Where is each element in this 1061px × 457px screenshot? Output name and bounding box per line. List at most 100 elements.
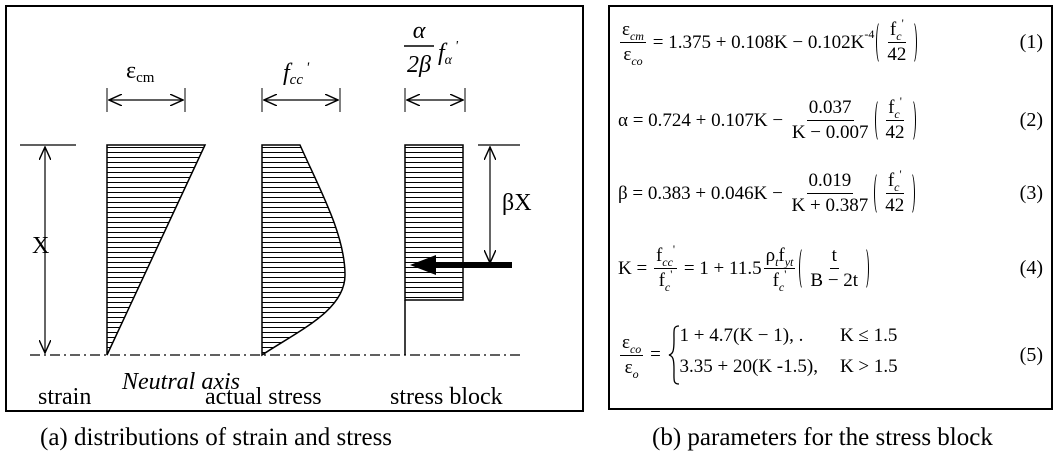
equation-box: ε cm ε co = 1.375 + 0.108K − 0.102K -4 f c ' 42(… (608, 5, 1053, 410)
numerator: t (829, 245, 839, 269)
subscript: c (896, 29, 902, 43)
equation: β = 0.383 + 0.046K − 0.019 K + 0.387 f c ' 42… (618, 167, 1043, 217)
depth-label: X (32, 233, 49, 259)
math-text: β = 0.383 + 0.046K − (618, 182, 788, 204)
column-label: strain (38, 384, 91, 410)
denominator: K − 0.007 (790, 121, 871, 144)
math-text: 0.037 (808, 97, 852, 118)
subscript: co (629, 341, 642, 356)
equation-body: ε cm ε co = 1.375 + 0.108K − 0.102K -4 f c ' 42 (618, 16, 1001, 68)
math-text: ρ (765, 245, 776, 266)
math-text: K − 0.007 (791, 122, 869, 143)
subscript: c (894, 180, 900, 194)
fraction: f cc ' f c ' (653, 242, 678, 294)
brace (668, 325, 680, 385)
math-text: K = (618, 257, 652, 279)
equation-body: ε co ε o = 1 + 4.7(K − 1), . K ≤ 1.5 3.35 + 2… (618, 325, 1001, 385)
numerator: 0.019 (806, 170, 854, 194)
equation-number: (5) (1019, 343, 1043, 366)
numerator: ρ t f yt (763, 245, 796, 269)
subscript: c (778, 280, 785, 294)
numerator: f c ' (886, 94, 904, 121)
math-text: = (645, 344, 666, 365)
equation-number: (3) (1019, 182, 1043, 204)
math-text: f (658, 270, 665, 291)
denominator: f c ' (657, 267, 675, 294)
math-text: f (889, 19, 897, 40)
subscript: t (775, 255, 779, 269)
superscript: ' (899, 94, 902, 108)
block-num: α (413, 18, 426, 44)
equation: ε co ε o = 1 + 4.7(K − 1), . K ≤ 1.5 3.35 + 2… (618, 325, 1043, 385)
math-text: ε (624, 356, 633, 378)
fraction: ρ t f yt f c ' (763, 245, 796, 294)
superscript: ' (784, 267, 787, 281)
fraction: f c ' 42 (885, 16, 908, 66)
subscript: o (632, 366, 639, 381)
subscript: cm (629, 29, 644, 43)
equation: α = 0.724 + 0.107K − 0.037 K − 0.007 f c ' 42… (618, 94, 1043, 144)
case-cell: K > 1.5 (840, 356, 898, 385)
caption: (b) parameters for the stress block (652, 424, 993, 451)
math-text: f (655, 245, 663, 266)
column-label: actual stress (205, 384, 322, 410)
equation-body: K = f cc ' f c ' = 1 + 11.5 ρ t f yt f c ' t B − 2t (618, 242, 1001, 294)
column-label: stress block (390, 384, 503, 410)
frame (5, 5, 584, 412)
math-text: = 1.375 + 0.108K − 0.102K (647, 31, 865, 53)
fraction: ε co ε o (620, 331, 644, 381)
fraction: f c ' 42 (883, 167, 906, 217)
math-text: ε (622, 19, 630, 40)
numerator: ε co (620, 331, 644, 356)
case-cell: 3.35 + 20(K -1.5), (680, 356, 818, 385)
numerator: ε cm (620, 19, 646, 43)
strain-triangle (106, 144, 207, 356)
math-text: 0.019 (808, 170, 852, 191)
subscript: co (631, 54, 643, 68)
fraction: t B − 2t (808, 245, 860, 292)
subscript: c (894, 107, 900, 121)
cases: 1 + 4.7(K − 1), . K ≤ 1.5 3.35 + 20(K -1.5… (668, 325, 898, 385)
superscript: ' (901, 16, 904, 30)
block-f: fα' (438, 39, 459, 68)
math-text: 42 (885, 195, 905, 216)
equation-number: (2) (1019, 109, 1043, 131)
math-text: 42 (885, 122, 905, 143)
math-text: t (831, 245, 837, 266)
denominator: K + 0.387 (790, 194, 871, 217)
denominator: ε co (621, 43, 644, 68)
numerator: f c ' (887, 16, 906, 43)
math-text: B − 2t (810, 270, 859, 291)
equation-number: (4) (1019, 257, 1043, 279)
subscript: c (664, 280, 671, 294)
equation-body: α = 0.724 + 0.107K − 0.037 K − 0.007 f c ' 42 (618, 94, 1001, 144)
superscript: ' (672, 242, 676, 256)
fraction: 0.019 K + 0.387 (790, 170, 871, 217)
parentheses: t B − 2t (799, 245, 869, 292)
stress-label: fcc' (283, 60, 310, 88)
math-text: K + 0.387 (791, 195, 869, 216)
equation-body: β = 0.383 + 0.046K − 0.019 K + 0.387 f c ' 42 (618, 167, 1001, 217)
numerator: 0.037 (806, 97, 854, 121)
math-text: K ≤ 1.5 (839, 325, 898, 346)
numerator: f cc ' (653, 242, 678, 269)
math-text: 3.35 + 20(K -1.5), (679, 356, 818, 377)
fraction: ε cm ε co (620, 19, 646, 68)
neutral-axis-label: Neutral axis (121, 369, 240, 395)
strain-label: εcm (126, 58, 155, 86)
superscript: ' (899, 167, 902, 181)
stress-block (404, 144, 464, 301)
block-depth-label: βX (502, 190, 532, 216)
caption: (a) distributions of strain and stress (40, 424, 393, 451)
case-cell: 1 + 4.7(K − 1), . (680, 325, 818, 354)
denominator: 42 (885, 43, 908, 66)
subscript: cc (662, 255, 673, 269)
fraction: f c ' 42 (884, 94, 907, 144)
math-text: = 1 + 11.5 (679, 257, 762, 279)
case-cell: K ≤ 1.5 (840, 325, 898, 354)
math-text: ε (622, 331, 630, 353)
numerator: f c ' (885, 167, 904, 194)
denominator: 42 (883, 194, 906, 217)
